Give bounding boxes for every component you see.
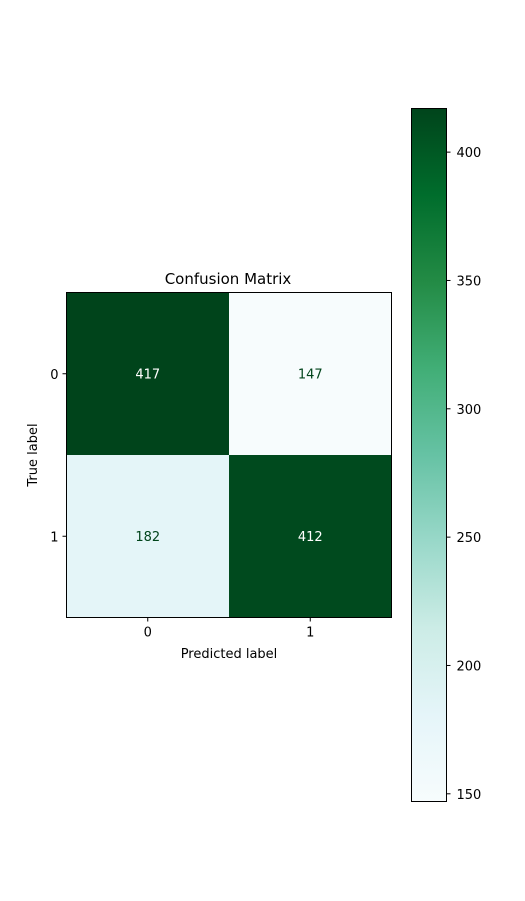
cell-value-label: 417 <box>135 367 160 382</box>
matrix-cell <box>229 292 392 456</box>
cell-value-label: 412 <box>298 530 323 545</box>
colorbar-tick-label: 300 <box>457 403 482 418</box>
y-axis-ticks: 01 <box>50 368 67 545</box>
y-tick-label: 0 <box>50 368 58 383</box>
colorbar-tick-label: 150 <box>457 788 482 803</box>
y-tick-label: 1 <box>50 530 58 545</box>
y-axis-label: True label <box>26 423 41 487</box>
x-axis-label: Predicted label <box>181 647 278 662</box>
matrix-cells: 417 147 182 412 <box>66 292 392 618</box>
x-tick-label: 0 <box>144 626 152 641</box>
chart-title: Confusion Matrix <box>165 270 292 288</box>
colorbar <box>411 108 447 802</box>
matrix-cell <box>66 292 230 456</box>
colorbar-tick-label: 200 <box>457 659 482 674</box>
colorbar-tick-label: 400 <box>457 146 482 161</box>
colorbar-tick-label: 350 <box>457 274 482 289</box>
colorbar-ticks: 150 200 250 300 350 400 <box>446 146 482 803</box>
matrix-cell <box>229 455 392 618</box>
matrix-cell <box>66 455 230 618</box>
x-tick-label: 1 <box>306 626 314 641</box>
cell-value-label: 182 <box>135 530 160 545</box>
plot-frame <box>66 292 392 618</box>
colorbar-tick-label: 250 <box>457 531 482 546</box>
cell-value-label: 147 <box>298 367 323 382</box>
